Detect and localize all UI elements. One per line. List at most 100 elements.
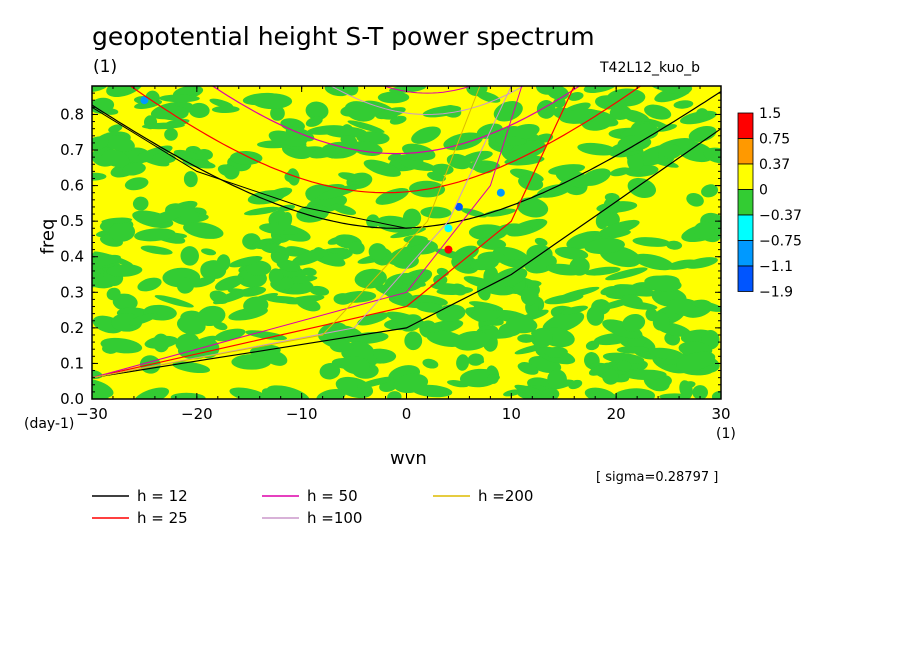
negative-patch [392, 253, 419, 269]
negative-patch [536, 100, 556, 119]
steep-branch [92, 86, 512, 379]
negative-patch [627, 152, 644, 171]
colorbar-swatch [737, 214, 754, 241]
negative-patch [287, 168, 300, 186]
colorbar-label: 1.5 [759, 106, 781, 122]
negative-patch [411, 126, 441, 144]
negative-patch [503, 389, 522, 397]
gravity-wave-curve-h50 [211, 86, 581, 155]
negative-patch [105, 135, 135, 152]
negative-patch [243, 296, 269, 315]
negative-patch [584, 238, 625, 254]
negative-patch [644, 275, 682, 292]
run-id-label: T42L12_kuo_b [600, 60, 700, 76]
negative-patch [390, 227, 427, 239]
negative-patch [128, 313, 158, 326]
negative-patch [701, 184, 719, 198]
negative-patch [132, 196, 149, 211]
negative-patch [319, 362, 341, 380]
negative-patch [609, 167, 632, 177]
negative-patch [264, 350, 288, 366]
negative-patch [111, 313, 143, 332]
negative-patch [613, 284, 657, 297]
negative-patch [648, 347, 684, 360]
colorbar-swatch [737, 163, 754, 190]
negative-patch [586, 306, 605, 326]
y-tick-label: 0.5 [60, 212, 84, 230]
negative-patch [691, 300, 721, 312]
negative-patch [598, 219, 640, 237]
negative-patch [305, 116, 323, 127]
negative-patch [183, 171, 198, 188]
negative-patch [484, 208, 516, 217]
negative-patch [164, 128, 178, 141]
negative-patch [384, 318, 419, 331]
negative-patch [686, 192, 704, 207]
negative-patch [559, 108, 602, 124]
negative-patch [338, 172, 364, 182]
extreme-spot [496, 188, 505, 197]
negative-patch [376, 107, 406, 120]
negative-patch [695, 108, 709, 120]
negative-patch [431, 163, 454, 175]
negative-patch [209, 98, 234, 109]
dispersion-branch [382, 86, 473, 94]
negative-patch [245, 330, 288, 341]
negative-patch [703, 147, 721, 164]
axes: −30 −20 −10 0 10 20 30 0.0 0.1 0.2 0.3 0.4 0.5 0.6 0.7… [60, 85, 731, 423]
negative-patch [268, 268, 284, 286]
negative-patch [213, 288, 253, 305]
x-axis-unit: (1) [716, 426, 736, 442]
legend-label: h = 12 [137, 487, 188, 505]
negative-patch [541, 388, 560, 399]
negative-patch [217, 164, 239, 177]
negative-patch [92, 378, 114, 398]
negative-patch [92, 254, 121, 267]
negative-patch [446, 153, 471, 170]
y-axis-unit: (day-1) [24, 416, 75, 432]
negative-patch [544, 346, 568, 358]
negative-patch [265, 295, 302, 304]
negative-patch [213, 321, 228, 331]
negative-patch [534, 237, 548, 247]
negative-patch [341, 356, 370, 375]
negative-patch [508, 123, 540, 141]
negative-patch [652, 312, 670, 331]
negative-patch [602, 368, 619, 385]
negative-patch [100, 337, 143, 354]
negative-patch [252, 93, 293, 110]
negative-patch [108, 222, 136, 242]
negative-patch [627, 177, 657, 199]
negative-patch [270, 105, 285, 121]
kelvin-line-h25 [92, 86, 575, 379]
negative-patch [660, 144, 682, 159]
negative-patch [140, 245, 173, 255]
negative-patch [584, 387, 616, 399]
negative-patch [201, 248, 217, 256]
negative-patch [504, 259, 530, 267]
negative-patch [602, 352, 645, 365]
negative-patch [517, 362, 539, 375]
negative-patch [605, 267, 648, 281]
negative-patch [363, 159, 401, 177]
negative-patch [323, 126, 367, 138]
negative-patch [344, 86, 359, 96]
negative-patch [176, 315, 206, 335]
extreme-spot [140, 96, 149, 105]
legend: h = 12 h = 25 h = 50 h =100 h =200 [92, 487, 533, 527]
colorbar-label: −0.75 [759, 234, 802, 250]
negative-patch [673, 100, 694, 109]
negative-patch [546, 263, 583, 276]
negative-patch [317, 184, 360, 200]
negative-patch [617, 135, 652, 152]
y-tick-label: 0.3 [60, 283, 84, 301]
x-tick-label: −30 [76, 405, 108, 423]
negative-patch [374, 284, 414, 300]
negative-patch [197, 305, 226, 327]
negative-patch [301, 267, 317, 277]
x-tick-label: 20 [607, 405, 626, 423]
colorbar-label: 0 [759, 183, 768, 199]
negative-patch [214, 275, 244, 291]
negative-patch [404, 331, 423, 351]
negative-patch [422, 358, 439, 369]
